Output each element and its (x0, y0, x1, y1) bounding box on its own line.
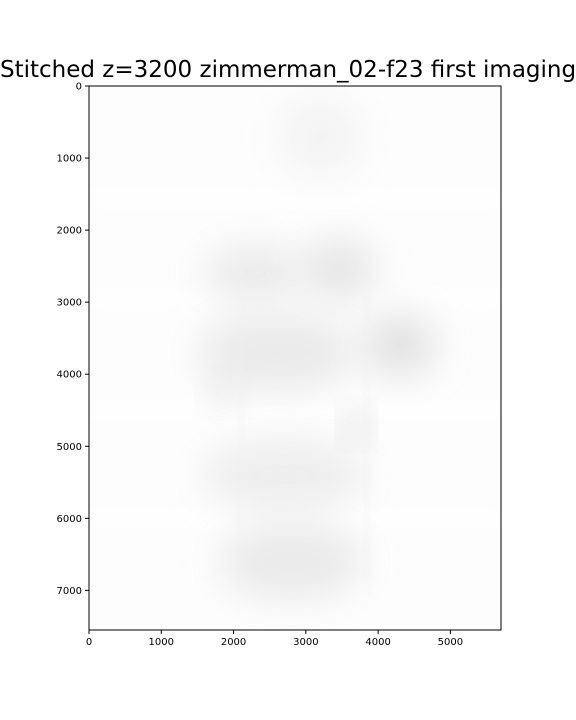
x-tick-label: 2000 (221, 637, 246, 648)
intensity-blob-6 (276, 93, 364, 180)
x-axis: 0 1000 2000 3000 4000 5000 (86, 630, 463, 648)
x-tick-label: 4000 (365, 637, 390, 648)
x-tick-label: 1000 (149, 637, 174, 648)
intensity-blob-5 (219, 521, 364, 602)
intensity-blob-3 (363, 312, 436, 378)
y-tick-label: 0 (76, 82, 82, 93)
stitch-seam-1 (238, 244, 243, 591)
y-tick-label: 4000 (57, 370, 82, 381)
plot-frame (88, 85, 502, 631)
stitch-band-1 (89, 292, 501, 305)
stitch-band-0 (89, 191, 501, 204)
intensity-blob-1 (302, 237, 375, 303)
x-tick-label: 0 (86, 637, 92, 648)
y-tick-label: 7000 (57, 586, 82, 597)
y-axis: 0 1000 2000 3000 4000 5000 6000 7000 (57, 82, 89, 597)
y-tick-label: 1000 (57, 154, 82, 165)
y-tick-label: 5000 (57, 442, 82, 453)
intensity-blob-0 (204, 244, 306, 303)
intensity-blob-8 (208, 377, 238, 407)
stitch-seam-0 (365, 244, 370, 591)
chart-title: Stitched z=3200 zimmerman_02-f23 first i… (0, 57, 576, 83)
intensity-blob-4 (201, 439, 368, 512)
x-tick-label: 3000 (293, 637, 318, 648)
y-tick-label: 6000 (57, 514, 82, 525)
y-tick-label: 2000 (57, 226, 82, 237)
intensity-blob-7 (345, 410, 368, 440)
intensity-blob-2 (197, 312, 357, 393)
x-tick-label: 5000 (438, 637, 463, 648)
stitch-band-3 (89, 512, 501, 525)
y-tick-label: 3000 (57, 298, 82, 309)
heatmap-layer (89, 93, 501, 602)
stitch-band-2 (89, 404, 501, 417)
